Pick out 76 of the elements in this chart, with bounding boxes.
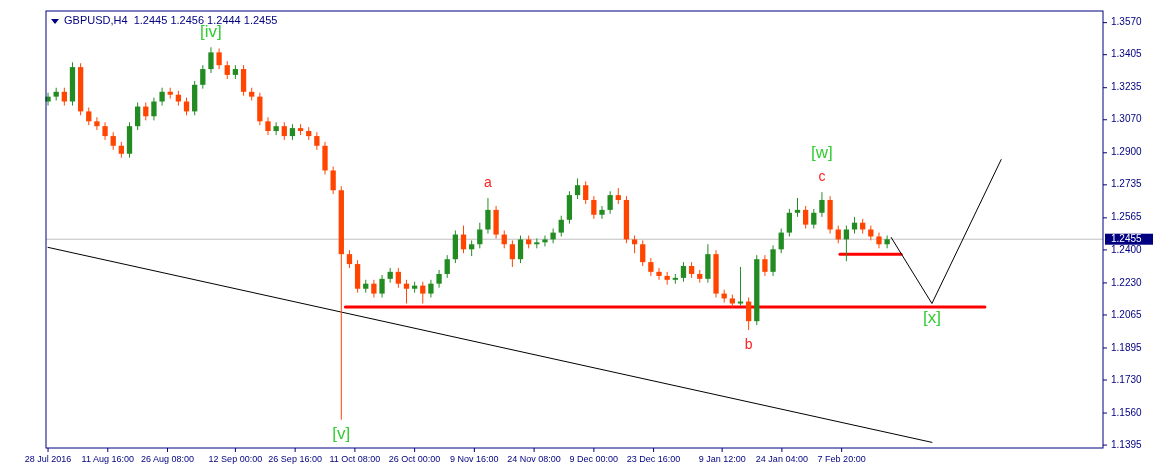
candlestick — [395, 267, 401, 289]
candlestick — [607, 190, 613, 215]
y-tick-label: 1.2400 — [1111, 243, 1143, 255]
candlestick — [558, 215, 564, 237]
x-tick-label: 9 Nov 16:00 — [450, 454, 499, 464]
candlestick — [517, 235, 524, 264]
y-tick-label: 1.1395 — [1111, 438, 1143, 450]
x-tick-label: 9 Dec 00:00 — [569, 454, 619, 464]
y-tick-label: 1.2230 — [1111, 276, 1143, 288]
candlestick — [591, 195, 597, 220]
y-tick-label: 1.3070 — [1111, 113, 1143, 125]
candlestick — [745, 296, 752, 331]
candlestick — [803, 205, 809, 230]
y-tick-label: 1.1730 — [1111, 373, 1143, 385]
candlestick — [762, 254, 768, 277]
candlestick — [819, 191, 825, 218]
candlestick — [778, 228, 784, 254]
x-tick-label: 24 Jan 04:00 — [755, 454, 808, 464]
x-tick-label: 7 Feb 20:00 — [817, 454, 866, 464]
candlestick — [794, 197, 801, 218]
candlestick — [509, 239, 516, 268]
candlestick — [583, 180, 589, 205]
annotation: [x] — [922, 307, 941, 327]
candlestick — [273, 121, 279, 136]
candlestick — [240, 64, 247, 97]
candlestick — [786, 208, 793, 237]
candlestick — [770, 244, 776, 277]
candlestick — [330, 166, 336, 195]
y-tick-label: 1.3570 — [1111, 16, 1143, 28]
candlestick — [656, 267, 662, 281]
x-tick-label: 23 Dec 16:00 — [626, 454, 681, 464]
x-tick-label: 26 Aug 08:00 — [140, 454, 195, 464]
candlestick — [208, 46, 214, 74]
candlestick — [811, 208, 817, 230]
chart-title: GBPUSD,H4 1.2445 1.2456 1.2444 1.2455 — [64, 14, 278, 26]
candlestick — [403, 279, 410, 304]
candlestick — [379, 274, 385, 298]
candlestick — [420, 281, 426, 304]
x-tick-label: 11 Oct 08:00 — [329, 454, 381, 464]
candlestick — [200, 64, 206, 90]
candlestick — [485, 197, 491, 235]
annotation: [v] — [332, 424, 351, 444]
annotation: [w] — [811, 142, 833, 162]
candlestick — [444, 254, 450, 279]
candlestick — [550, 228, 556, 244]
candlestick — [884, 235, 890, 249]
y-tick-label: 1.1560 — [1111, 406, 1143, 418]
y-tick-label: 1.2065 — [1111, 308, 1143, 320]
annotation: b — [744, 335, 753, 352]
candlestick — [574, 177, 581, 200]
x-tick-label: 11 Aug 16:00 — [81, 454, 134, 464]
candlestick — [680, 261, 687, 283]
candlestick — [151, 97, 157, 121]
y-tick-label: 1.2735 — [1111, 178, 1143, 190]
annotation: a — [484, 173, 493, 190]
x-tick-label: 26 Sep 16:00 — [268, 454, 322, 464]
x-tick-label: 26 Oct 00:00 — [388, 454, 441, 464]
candlestick — [599, 205, 605, 220]
y-tick-label: 1.2900 — [1111, 146, 1143, 158]
candlestick — [135, 101, 141, 131]
ref-line-label: 1.2455 — [1111, 232, 1143, 244]
y-tick-label: 1.2565 — [1111, 211, 1143, 223]
x-tick-label: 24 Nov 08:00 — [507, 454, 561, 464]
candlestick — [216, 47, 222, 70]
annotation: c — [818, 167, 826, 184]
x-tick-label: 12 Sep 00:00 — [208, 454, 263, 464]
y-tick-label: 1.3405 — [1111, 48, 1143, 60]
candlestick — [94, 116, 100, 131]
candlestick — [640, 239, 646, 267]
x-tick-label: 28 Jul 2016 — [24, 454, 72, 464]
y-tick-label: 1.1895 — [1111, 341, 1143, 353]
candlestick — [477, 222, 483, 249]
candlestick — [542, 235, 548, 247]
y-tick-label: 1.3235 — [1111, 81, 1143, 93]
x-tick-label: 9 Jan 12:00 — [698, 454, 746, 464]
candlestick — [460, 225, 467, 254]
